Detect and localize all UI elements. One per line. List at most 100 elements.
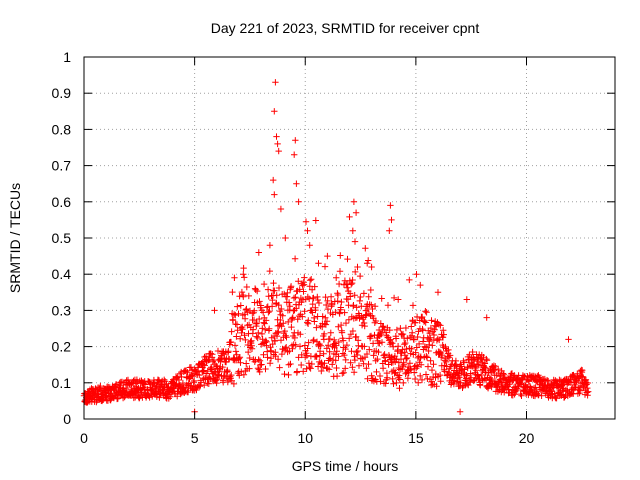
y-tick-label: 0.3 <box>52 302 72 318</box>
data-point <box>275 147 282 155</box>
data-point <box>213 379 220 387</box>
data-point <box>386 227 393 234</box>
data-point <box>346 335 353 342</box>
data-point <box>346 213 353 221</box>
data-point <box>446 352 454 359</box>
data-point <box>351 292 358 299</box>
data-point <box>275 328 282 335</box>
data-point <box>329 361 336 368</box>
data-point <box>241 332 248 339</box>
data-point <box>407 366 415 373</box>
data-point <box>463 372 470 379</box>
data-point <box>200 361 207 368</box>
data-point <box>282 345 289 352</box>
data-point <box>276 364 283 371</box>
data-point <box>315 299 323 307</box>
data-point <box>272 79 279 86</box>
data-point <box>402 355 410 363</box>
data-point <box>322 293 329 301</box>
data-point <box>253 333 260 340</box>
data-point <box>367 332 375 340</box>
data-point <box>237 324 245 332</box>
data-point <box>433 383 440 390</box>
data-point <box>262 326 269 333</box>
data-point <box>422 319 429 326</box>
data-point <box>336 310 343 317</box>
data-point <box>525 378 533 385</box>
data-point <box>412 349 419 356</box>
data-point <box>314 296 321 304</box>
data-point <box>413 344 420 351</box>
data-point <box>273 292 280 299</box>
data-point <box>242 336 249 344</box>
data-point <box>291 334 298 342</box>
data-point <box>401 341 408 348</box>
data-point <box>328 301 336 308</box>
data-point <box>300 368 307 375</box>
data-point <box>397 325 404 332</box>
data-point <box>304 345 311 352</box>
x-tick-labels: 0 5 10 15 20 <box>80 430 534 446</box>
data-point <box>208 365 215 372</box>
data-point <box>436 371 444 379</box>
data-point <box>466 351 473 358</box>
data-point <box>418 376 426 384</box>
data-point <box>414 333 421 341</box>
data-point <box>332 357 339 364</box>
data-point <box>411 375 419 383</box>
data-point <box>427 334 434 341</box>
data-point <box>437 322 444 329</box>
data-point <box>219 363 226 371</box>
data-point <box>335 280 343 288</box>
data-point <box>254 334 261 342</box>
data-point <box>266 267 273 275</box>
data-point <box>238 288 246 296</box>
data-point <box>426 329 433 337</box>
data-point <box>209 351 216 358</box>
data-point <box>253 319 261 327</box>
data-point <box>322 314 329 321</box>
data-point <box>247 338 254 345</box>
data-point <box>207 350 214 357</box>
data-point <box>326 335 334 343</box>
data-point <box>317 342 324 349</box>
data-point <box>313 324 320 331</box>
data-point <box>285 318 292 326</box>
data-point <box>348 348 355 355</box>
data-point <box>289 345 296 352</box>
data-point <box>274 140 281 148</box>
data-point <box>390 294 398 302</box>
data-point <box>293 180 300 187</box>
data-point <box>327 329 334 336</box>
data-point <box>422 371 430 378</box>
data-point <box>271 287 278 294</box>
data-point <box>295 278 302 285</box>
data-point <box>348 281 355 288</box>
data-point <box>230 311 238 318</box>
data-point <box>337 304 344 311</box>
data-point <box>333 364 340 372</box>
data-point <box>391 352 399 360</box>
data-point <box>214 347 222 355</box>
data-point <box>266 325 273 332</box>
data-point <box>274 356 282 363</box>
data-point <box>456 374 463 381</box>
data-point <box>412 319 419 326</box>
data-point <box>205 380 212 387</box>
data-point <box>318 367 325 375</box>
data-point <box>302 218 310 225</box>
data-point <box>321 263 329 270</box>
data-point <box>316 348 324 355</box>
data-point <box>399 330 407 338</box>
data-point <box>402 339 409 347</box>
y-axis-title: SRMTID / TECUs <box>7 183 23 293</box>
data-point <box>187 364 195 371</box>
data-point <box>270 176 277 184</box>
data-point <box>289 315 296 322</box>
data-point <box>294 316 301 323</box>
data-point <box>340 369 347 376</box>
data-point <box>306 277 314 284</box>
data-point <box>324 252 331 260</box>
data-point <box>363 350 371 358</box>
data-point <box>296 343 304 350</box>
